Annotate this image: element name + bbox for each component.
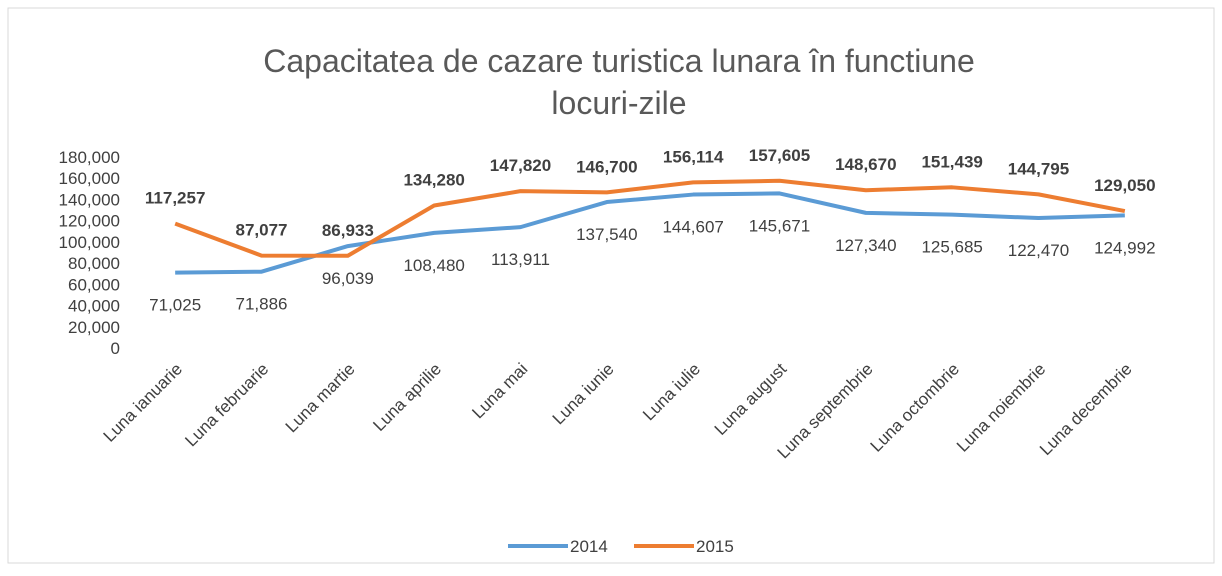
data-label: 71,025 [149,296,201,315]
data-label: 145,671 [749,216,810,235]
data-label: 125,685 [921,238,982,257]
y-tick-label: 180,000 [59,148,120,167]
data-label: 134,280 [403,171,464,190]
data-label: 147,820 [490,156,551,175]
data-label: 157,605 [749,146,810,165]
data-label: 96,039 [322,269,374,288]
data-label: 117,257 [145,189,206,208]
y-tick-label: 40,000 [68,297,120,316]
data-label: 144,607 [662,218,723,237]
data-label: 113,911 [491,250,550,269]
y-tick-label: 20,000 [68,318,120,337]
chart-border [7,7,1215,564]
y-tick-label: 80,000 [68,254,120,273]
data-label: 156,114 [663,147,724,166]
data-label: 144,795 [1008,159,1069,178]
y-tick-label: 100,000 [59,233,120,252]
data-label: 71,886 [236,295,288,314]
data-label: 87,077 [236,221,288,240]
line-series [174,178,1126,258]
data-label: 129,050 [1094,176,1155,195]
data-label: 127,340 [835,236,896,255]
y-tick-label: 120,000 [59,212,120,231]
data-label: 108,480 [403,256,464,275]
y-tick-label: 60,000 [68,275,120,294]
y-tick-label: 160,000 [59,169,120,188]
data-label: 124,992 [1094,238,1155,257]
data-label: 146,700 [576,157,637,176]
data-label: 137,540 [576,225,637,244]
data-label: 148,670 [835,155,896,174]
y-tick-label: 140,000 [59,190,120,209]
data-label: 122,470 [1008,241,1069,260]
y-tick-label: 0 [111,339,120,358]
chart-subtitle: locuri-zile [551,85,686,121]
data-label: 151,439 [921,152,982,171]
line-series [175,191,1125,275]
chart-title: Capacitatea de cazare turistica lunara î… [263,43,975,79]
legend-label: 2015 [696,537,734,556]
legend-label: 2014 [570,537,608,556]
data-label: 86,933 [322,221,374,240]
